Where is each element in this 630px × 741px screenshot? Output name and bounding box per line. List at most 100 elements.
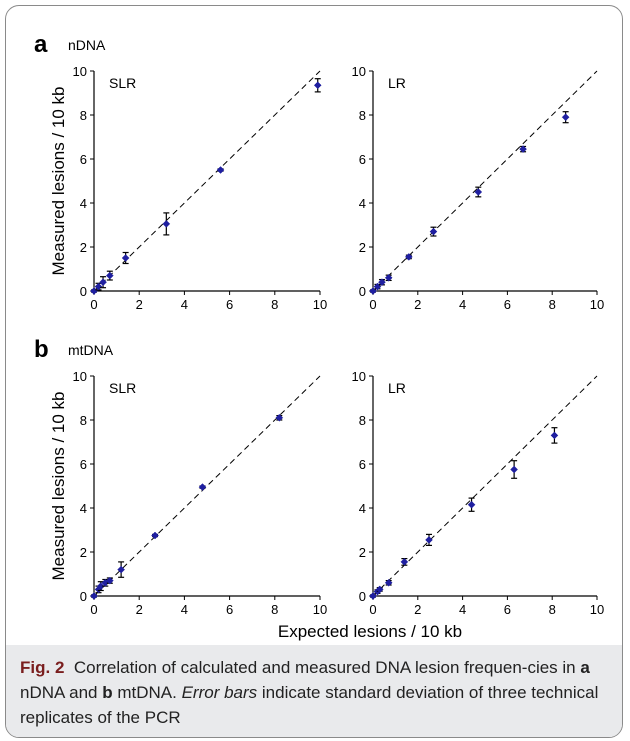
x-axis-label: Expected lesions / 10 kb — [278, 622, 462, 641]
data-point-a-slr — [105, 271, 114, 280]
x-tick-label-a-lr: 10 — [590, 297, 604, 312]
caption-bold-b: b — [102, 683, 113, 702]
y-tick-label-b-lr: 0 — [359, 589, 366, 604]
x-tick-label-a-slr: 4 — [181, 297, 188, 312]
y-tick-label-a-slr: 8 — [80, 108, 87, 123]
chart-title-b-slr: SLR — [109, 380, 136, 396]
x-tick-label-b-lr: 2 — [414, 602, 421, 617]
figure-caption: Fig. 2 Correlation of calculated and mea… — [20, 655, 616, 730]
y-tick-label-a-slr: 6 — [80, 152, 87, 167]
reference-line-a-lr — [372, 70, 598, 292]
y-tick-label-b-lr: 10 — [352, 369, 366, 384]
data-point-a-slr — [216, 166, 225, 174]
x-tick-label-a-slr: 8 — [271, 297, 278, 312]
y-tick-label-b-lr: 2 — [359, 545, 366, 560]
x-tick-label-a-slr: 0 — [90, 297, 97, 312]
data-point-b-slr — [151, 531, 159, 540]
data-point-a-lr — [561, 113, 570, 122]
x-tick-label-b-slr: 10 — [313, 602, 327, 617]
data-point-b-lr — [369, 592, 377, 600]
y-tick-label-b-slr: 10 — [73, 369, 87, 384]
caption-text-1: Correlation of calculated and measured D… — [73, 658, 576, 677]
y-tick-label-b-slr: 4 — [80, 501, 87, 516]
y-tick-label-b-lr: 6 — [359, 457, 366, 472]
data-point-a-lr — [474, 188, 483, 196]
data-point-a-lr — [378, 278, 386, 287]
x-tick-label-a-slr: 10 — [313, 297, 327, 312]
y-axis-label-b: Measured lesions / 10 kb — [49, 392, 68, 581]
x-tick-label-a-lr: 0 — [369, 297, 376, 312]
data-point-b-lr — [467, 500, 476, 509]
chart-title-a-slr: SLR — [109, 75, 136, 91]
y-tick-label-a-lr: 6 — [359, 152, 366, 167]
data-point-b-lr — [550, 431, 559, 440]
x-tick-label-a-slr: 6 — [226, 297, 233, 312]
panel-letter-b: b — [34, 336, 49, 363]
y-tick-label-a-lr: 0 — [359, 284, 366, 299]
caption-box — [6, 645, 622, 737]
y-tick-label-a-slr: 10 — [73, 64, 87, 79]
reference-line-b-slr — [93, 375, 321, 597]
data-point-b-slr — [198, 483, 207, 491]
data-point-a-lr — [384, 273, 393, 282]
data-point-a-slr — [99, 278, 107, 287]
x-tick-label-b-slr: 2 — [136, 602, 143, 617]
x-tick-label-b-lr: 8 — [549, 602, 556, 617]
caption-text-2: nDNA and — [20, 683, 98, 702]
data-point-a-slr — [121, 254, 130, 262]
caption-text-4: indicate standard deviation of three tec… — [20, 683, 599, 727]
data-point-a-slr — [313, 81, 322, 90]
y-axis-label-a: Measured lesions / 10 kb — [49, 87, 68, 276]
y-tick-label-b-lr: 4 — [359, 501, 366, 516]
x-tick-label-b-lr: 4 — [459, 602, 466, 617]
chart-title-b-lr: LR — [388, 380, 406, 396]
caption-bold-a: a — [580, 658, 590, 677]
y-tick-label-b-slr: 0 — [80, 589, 87, 604]
data-point-a-lr — [429, 227, 438, 236]
caption-fig-label: Fig. 2 — [20, 658, 65, 677]
panel-label-b: mtDNA — [68, 342, 114, 358]
x-tick-label-b-lr: 0 — [369, 602, 376, 617]
data-point-b-slr — [96, 582, 105, 590]
x-tick-label-a-lr: 2 — [414, 297, 421, 312]
data-point-a-lr — [519, 145, 527, 153]
chart-title-a-lr: LR — [388, 75, 406, 91]
plots-canvas: a nDNA b mtDNA Measured lesions / 10 kb … — [34, 31, 605, 641]
x-tick-label-b-slr: 8 — [271, 602, 278, 617]
y-tick-label-b-lr: 8 — [359, 413, 366, 428]
data-point-b-lr — [384, 578, 393, 587]
y-tick-label-a-slr: 4 — [80, 196, 87, 211]
reference-line-a-slr — [93, 70, 321, 292]
panel-label-a: nDNA — [68, 37, 106, 53]
y-tick-label-a-lr: 10 — [352, 64, 366, 79]
x-tick-label-a-lr: 4 — [459, 297, 466, 312]
y-tick-label-a-slr: 2 — [80, 240, 87, 255]
data-point-a-lr — [404, 253, 413, 261]
data-point-b-lr — [400, 558, 409, 566]
x-tick-label-b-slr: 0 — [90, 602, 97, 617]
reference-line-b-lr — [372, 375, 598, 597]
y-tick-label-a-lr: 2 — [359, 240, 366, 255]
x-tick-label-a-slr: 2 — [136, 297, 143, 312]
data-point-a-slr — [94, 282, 103, 291]
data-point-a-slr — [162, 220, 171, 228]
y-tick-label-b-slr: 8 — [80, 413, 87, 428]
x-tick-label-a-lr: 6 — [504, 297, 511, 312]
data-point-b-lr — [510, 465, 518, 474]
x-tick-label-a-lr: 8 — [549, 297, 556, 312]
caption-text-3: mtDNA. — [117, 683, 177, 702]
panel-letter-a: a — [34, 31, 48, 58]
data-point-b-slr — [90, 592, 98, 600]
x-tick-label-b-slr: 4 — [181, 602, 188, 617]
y-tick-label-a-slr: 0 — [80, 284, 87, 299]
chart-layer: 0 2 4 6 8 10 0 2 4 6 8 10 SLR 0 2 4 6 8 10 0 2 4 6 8 10 LR 0 2 4 6 8 10… — [73, 64, 605, 617]
data-point-b-slr — [275, 413, 284, 422]
data-point-b-lr — [375, 585, 384, 594]
figure-frame — [5, 5, 623, 738]
y-tick-label-a-lr: 8 — [359, 108, 366, 123]
x-tick-label-b-lr: 10 — [590, 602, 604, 617]
data-point-b-slr — [117, 565, 125, 574]
data-point-b-lr — [425, 536, 433, 544]
caption-italic: Error bars — [181, 683, 258, 702]
